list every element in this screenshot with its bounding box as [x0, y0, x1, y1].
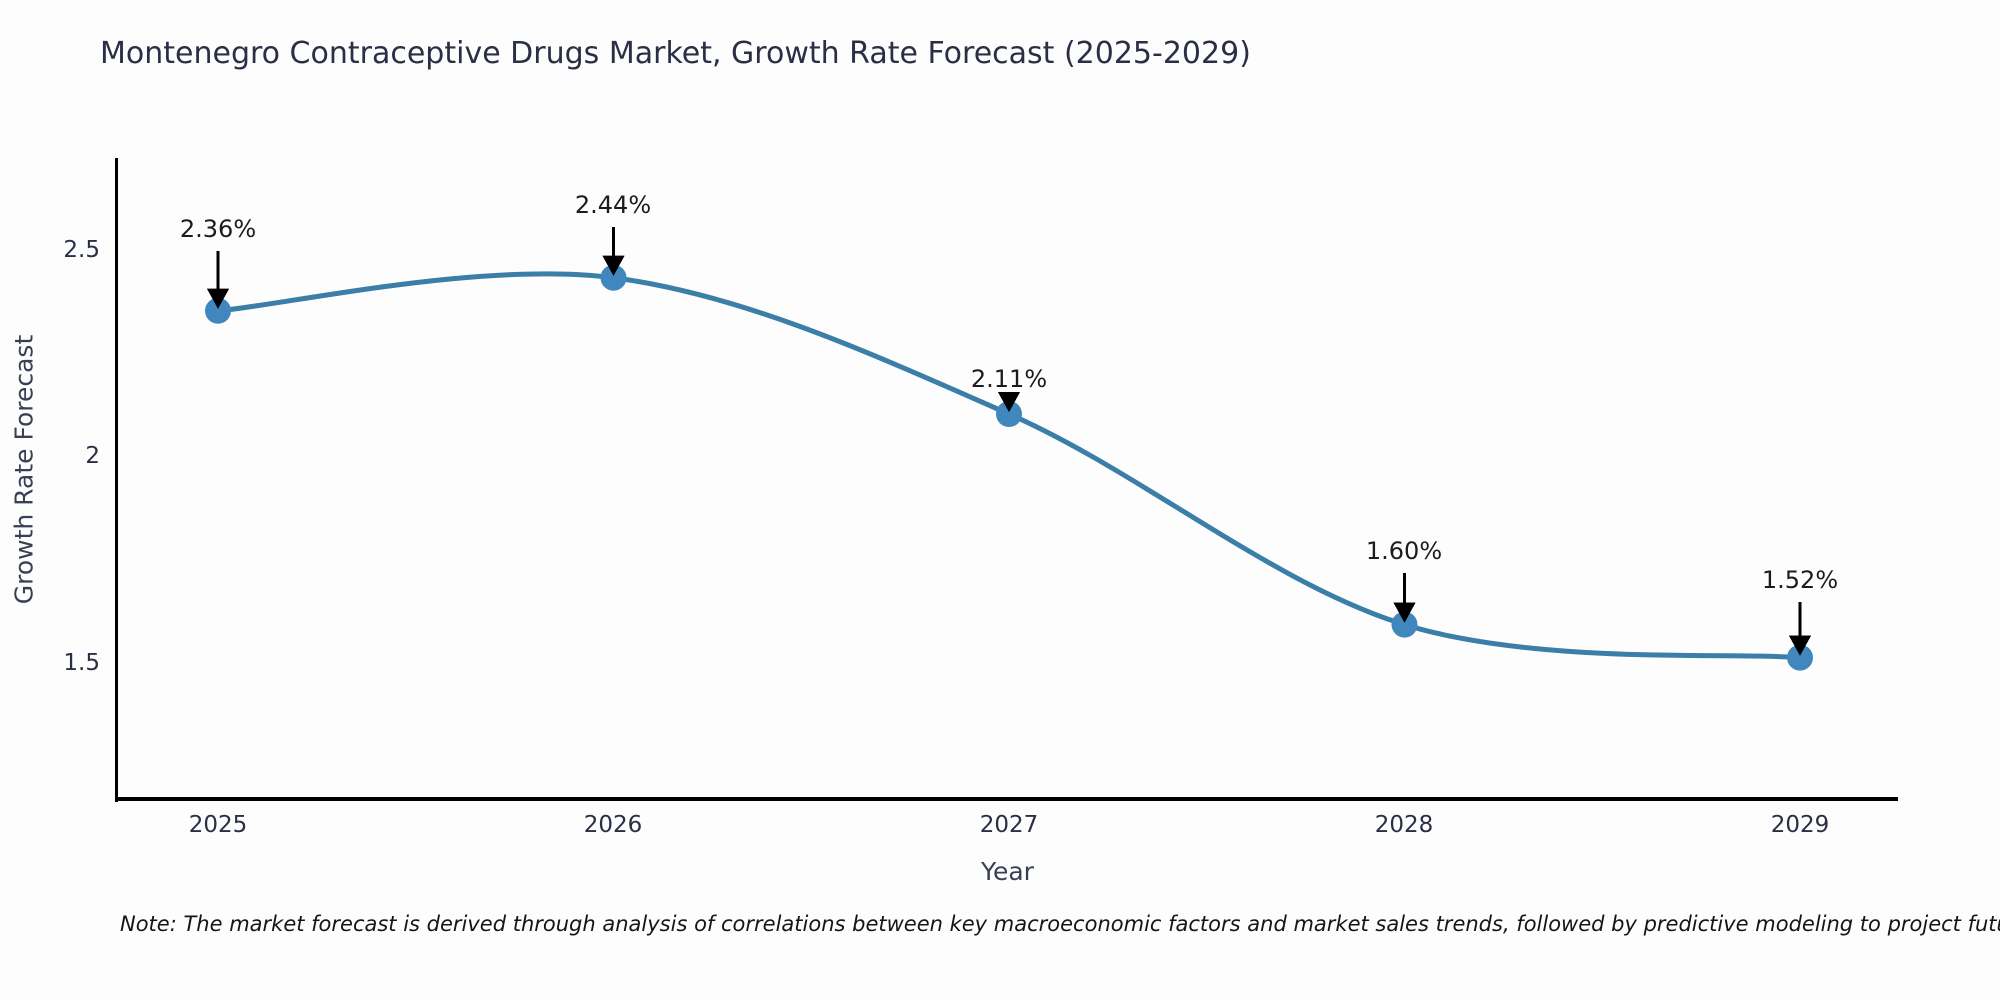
x-tick-label-2028: 2028: [1374, 812, 1434, 838]
data-label-2026: 2.44%: [574, 191, 652, 219]
annotation-arrow-head: [1393, 602, 1416, 623]
data-point-markers: [205, 227, 1813, 671]
data-label-2027: 2.11%: [970, 365, 1048, 393]
data-point-marker[interactable]: [1391, 611, 1418, 638]
chart-title: Montenegro Contraceptive Drugs Market, G…: [100, 36, 1251, 71]
y-tick-label-1: 2: [85, 443, 100, 470]
x-tick-label-2027: 2027: [979, 812, 1039, 838]
data-label-2025: 2.36%: [179, 215, 257, 243]
x-axis-title: Year: [981, 857, 1034, 886]
data-label-2029: 1.52%: [1761, 566, 1839, 594]
x-tick-label-2025: 2025: [188, 812, 248, 838]
x-tick-label-2029: 2029: [1770, 812, 1830, 838]
data-point-marker[interactable]: [1787, 644, 1813, 671]
annotation-arrows: [207, 227, 1811, 656]
y-tick-label-2: 1.5: [63, 649, 100, 676]
data-point-marker[interactable]: [600, 264, 627, 291]
data-label-2028: 1.60%: [1365, 537, 1443, 565]
series-line-growth-rate-forecast: [215, 271, 1803, 661]
annotation-arrow-head: [1789, 635, 1811, 656]
annotation-arrow-head: [998, 392, 1020, 412]
y-axis-line: [115, 158, 118, 802]
x-axis-line: [115, 797, 1898, 801]
data-point-marker[interactable]: [205, 297, 231, 324]
annotation-arrow-head: [207, 288, 229, 309]
x-tick-label-2026: 2026: [583, 812, 643, 838]
data-point-marker[interactable]: [996, 401, 1022, 427]
chart-note: Note: The market forecast is derived thr…: [120, 912, 2000, 936]
y-tick-label-0: 2.5: [63, 236, 100, 263]
annotation-arrow-head: [602, 255, 625, 276]
